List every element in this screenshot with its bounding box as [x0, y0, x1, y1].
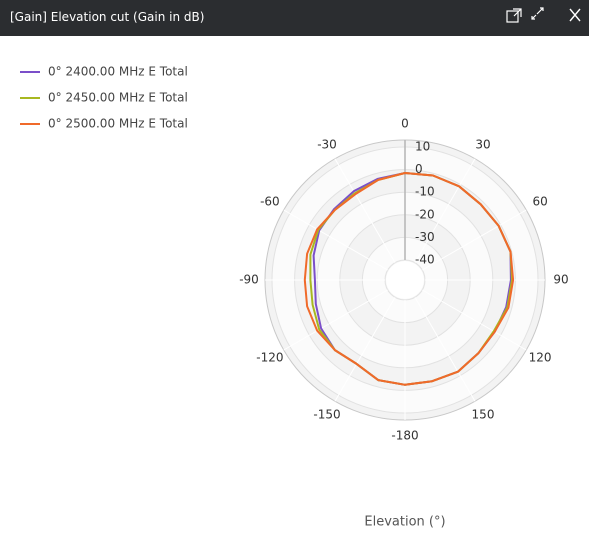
legend-label: 0° 2400.00 MHz E Total [48, 65, 188, 79]
close-button[interactable] [569, 8, 581, 22]
angle-tick-label: -30 [317, 137, 337, 151]
grid-spoke [283, 289, 388, 351]
window-controls [506, 7, 581, 23]
radial-tick-label: -30 [415, 230, 435, 244]
chart: Elevation (°) 0 30 60 90 120 150 -180 -150 -120 -… [20, 65, 569, 530]
radial-tick-label: 10 [415, 140, 430, 154]
angle-tick-label: -90 [239, 273, 259, 287]
maximize-button[interactable] [531, 7, 544, 20]
angle-tick-label: 90 [553, 273, 568, 287]
radial-tick-label: 0 [415, 162, 423, 176]
angle-tick-label: -150 [313, 408, 340, 422]
angle-tick-label: 0 [401, 117, 409, 131]
popout-button[interactable] [506, 8, 522, 23]
angle-tick-label: -60 [260, 195, 280, 209]
title-bar: [Gain] Elevation cut (Gain in dB) [0, 0, 589, 36]
center-hole [386, 261, 424, 299]
axis-label: Elevation (°) [364, 515, 445, 530]
legend-label: 0° 2450.00 MHz E Total [48, 91, 188, 105]
grid-spoke [283, 209, 388, 271]
angle-tick-label: 60 [532, 195, 547, 209]
grid-spoke [334, 158, 396, 263]
radial-tick-label: -40 [415, 253, 435, 267]
radial-tick-label: -20 [415, 207, 435, 221]
angle-tick-label: -120 [256, 351, 283, 365]
angle-tick-label: -180 [391, 429, 418, 443]
radial-tick-label: -10 [415, 185, 435, 199]
angle-tick-label: 30 [475, 137, 490, 151]
grid-spoke [334, 297, 396, 402]
series-line [303, 172, 515, 386]
grid-spoke [422, 289, 527, 351]
grid-spoke [414, 158, 476, 263]
legend-label: 0° 2500.00 MHz E Total [48, 117, 188, 131]
angle-tick-label: 120 [529, 351, 552, 365]
angle-tick-label: 150 [472, 408, 495, 422]
grid-spoke [422, 209, 527, 271]
window-title: [Gain] Elevation cut (Gain in dB) [10, 10, 205, 24]
grid-spoke [414, 297, 476, 402]
